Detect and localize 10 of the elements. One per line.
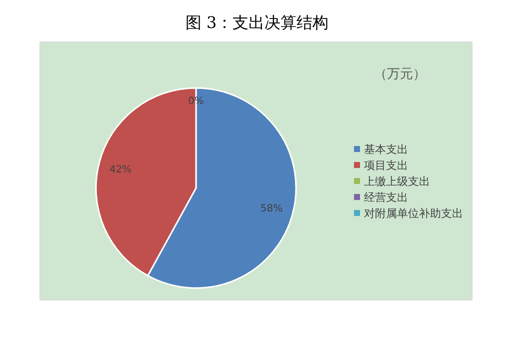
data-label: 42% — [109, 164, 132, 176]
legend-label: 对附属单位补助支出 — [364, 207, 463, 220]
legend-label: 项目支出 — [364, 159, 408, 172]
legend-label: 上缴上级支出 — [364, 175, 430, 188]
chart-title: 图 3：支出决算结构 — [185, 13, 329, 32]
legend-label: 基本支出 — [364, 143, 408, 156]
data-label: 58% — [260, 203, 283, 214]
legend-label: 经营支出 — [364, 191, 408, 204]
text: （万元） — [374, 67, 426, 82]
text: 0% — [188, 96, 204, 107]
